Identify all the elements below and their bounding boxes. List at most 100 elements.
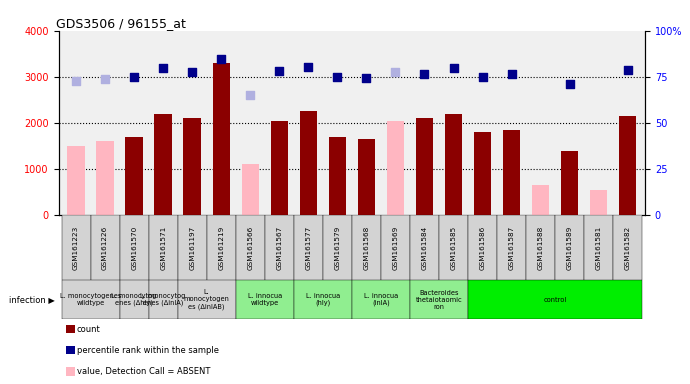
- Bar: [236, 280, 294, 319]
- Text: Bacteroides
thetaiotaomic
ron: Bacteroides thetaiotaomic ron: [415, 290, 462, 310]
- Bar: [178, 215, 207, 280]
- Text: L. monocytog
enes (ΔinlA): L. monocytog enes (ΔinlA): [141, 293, 186, 306]
- Bar: [119, 280, 148, 319]
- Text: GSM161571: GSM161571: [160, 225, 166, 270]
- Bar: [410, 215, 439, 280]
- Text: GSM161569: GSM161569: [393, 225, 398, 270]
- Bar: [357, 139, 375, 215]
- Text: L. innocua
(hly): L. innocua (hly): [306, 293, 340, 306]
- Text: L. innocua
(inlA): L. innocua (inlA): [364, 293, 398, 306]
- Bar: [410, 280, 468, 319]
- Point: [506, 71, 517, 78]
- Text: GSM161226: GSM161226: [102, 225, 108, 270]
- Bar: [323, 215, 352, 280]
- Point: [361, 74, 372, 81]
- Bar: [619, 116, 636, 215]
- Bar: [468, 280, 642, 319]
- Bar: [613, 215, 642, 280]
- Point: [622, 67, 633, 73]
- Bar: [381, 215, 410, 280]
- Bar: [294, 215, 323, 280]
- Point: [187, 69, 198, 75]
- Bar: [241, 164, 259, 215]
- Bar: [561, 151, 578, 215]
- Point: [477, 74, 488, 80]
- Bar: [148, 215, 178, 280]
- Text: GSM161582: GSM161582: [624, 225, 631, 270]
- Bar: [416, 118, 433, 215]
- Point: [99, 76, 110, 82]
- Text: GSM161589: GSM161589: [566, 225, 573, 270]
- Text: L. monocytogenes
wildtype: L. monocytogenes wildtype: [60, 293, 121, 306]
- Point: [245, 92, 256, 98]
- Text: GSM161570: GSM161570: [131, 225, 137, 270]
- Text: GSM161588: GSM161588: [538, 225, 544, 270]
- Bar: [590, 190, 607, 215]
- Bar: [119, 215, 148, 280]
- Bar: [474, 132, 491, 215]
- Bar: [584, 215, 613, 280]
- Bar: [468, 215, 497, 280]
- Bar: [148, 280, 178, 319]
- Bar: [555, 215, 584, 280]
- Bar: [126, 137, 143, 215]
- Text: GSM161568: GSM161568: [364, 225, 369, 270]
- Bar: [526, 215, 555, 280]
- Bar: [68, 146, 85, 215]
- Bar: [497, 215, 526, 280]
- Bar: [352, 280, 410, 319]
- Point: [564, 81, 575, 87]
- Text: count: count: [77, 324, 100, 334]
- Point: [419, 71, 430, 78]
- Point: [390, 69, 401, 75]
- Bar: [328, 137, 346, 215]
- Bar: [532, 185, 549, 215]
- Text: GSM161577: GSM161577: [306, 225, 311, 270]
- Point: [157, 65, 168, 71]
- Bar: [178, 280, 236, 319]
- Point: [332, 74, 343, 80]
- Point: [448, 65, 459, 71]
- Text: GSM161579: GSM161579: [335, 225, 340, 270]
- Point: [216, 56, 227, 62]
- Text: infection ▶: infection ▶: [10, 295, 55, 304]
- Point: [274, 68, 285, 74]
- Point: [128, 74, 139, 80]
- Bar: [90, 215, 119, 280]
- Text: GSM161219: GSM161219: [218, 225, 224, 270]
- Text: GSM161584: GSM161584: [422, 225, 428, 270]
- Text: value, Detection Call = ABSENT: value, Detection Call = ABSENT: [77, 367, 210, 376]
- Bar: [236, 215, 265, 280]
- Bar: [299, 111, 317, 215]
- Text: GDS3506 / 96155_at: GDS3506 / 96155_at: [56, 17, 186, 30]
- Bar: [61, 215, 90, 280]
- Bar: [294, 280, 352, 319]
- Text: L. innocua
wildtype: L. innocua wildtype: [248, 293, 282, 306]
- Text: GSM161567: GSM161567: [276, 225, 282, 270]
- Bar: [445, 114, 462, 215]
- Text: GSM161223: GSM161223: [73, 225, 79, 270]
- Bar: [503, 130, 520, 215]
- Bar: [97, 141, 114, 215]
- Point: [303, 64, 314, 70]
- Bar: [213, 63, 230, 215]
- Bar: [352, 215, 381, 280]
- Bar: [184, 118, 201, 215]
- Point: [70, 78, 81, 84]
- Bar: [270, 121, 288, 215]
- Text: L.
monocytogen
es (ΔinlAB): L. monocytogen es (ΔinlAB): [184, 289, 230, 310]
- Text: control: control: [544, 296, 566, 303]
- Text: GSM161585: GSM161585: [451, 225, 457, 270]
- Text: GSM161587: GSM161587: [509, 225, 515, 270]
- Bar: [439, 215, 468, 280]
- Bar: [155, 114, 172, 215]
- Text: L. monocytog
enes (Δhly): L. monocytog enes (Δhly): [112, 293, 157, 306]
- Text: GSM161586: GSM161586: [480, 225, 486, 270]
- Text: GSM161566: GSM161566: [247, 225, 253, 270]
- Text: GSM161197: GSM161197: [189, 225, 195, 270]
- Text: GSM161581: GSM161581: [595, 225, 602, 270]
- Bar: [265, 215, 294, 280]
- Bar: [61, 280, 119, 319]
- Bar: [386, 121, 404, 215]
- Text: percentile rank within the sample: percentile rank within the sample: [77, 346, 219, 355]
